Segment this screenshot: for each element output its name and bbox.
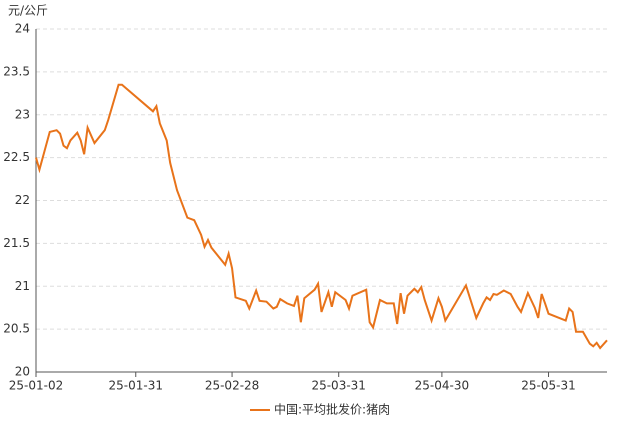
x-tick-label: 25-03-31 bbox=[311, 379, 365, 393]
y-tick-label: 21 bbox=[15, 279, 30, 293]
y-axis-label: 元/公斤 bbox=[8, 4, 48, 18]
line bbox=[35, 83, 608, 350]
y-tick-label: 22 bbox=[15, 193, 30, 207]
x-tick-label: 25-05-31 bbox=[521, 379, 575, 393]
x-tick-label: 25-01-02 bbox=[9, 379, 63, 393]
y-tick-label: 23.5 bbox=[3, 64, 30, 78]
legend-label: 中国:平均批发价:猪肉 bbox=[274, 402, 390, 417]
x-tick-label: 25-02-28 bbox=[205, 379, 259, 393]
y-tick-label: 23 bbox=[15, 107, 30, 121]
y-tick-label: 20 bbox=[15, 365, 30, 379]
y-tick-label: 21.5 bbox=[3, 236, 30, 250]
x-tick-label: 25-04-30 bbox=[415, 379, 469, 393]
x-tick-label: 25-01-31 bbox=[109, 379, 163, 393]
y-tick-label: 24 bbox=[15, 22, 30, 36]
y-tick-label: 22.5 bbox=[3, 150, 30, 164]
y-tick-label: 20.5 bbox=[3, 322, 30, 336]
